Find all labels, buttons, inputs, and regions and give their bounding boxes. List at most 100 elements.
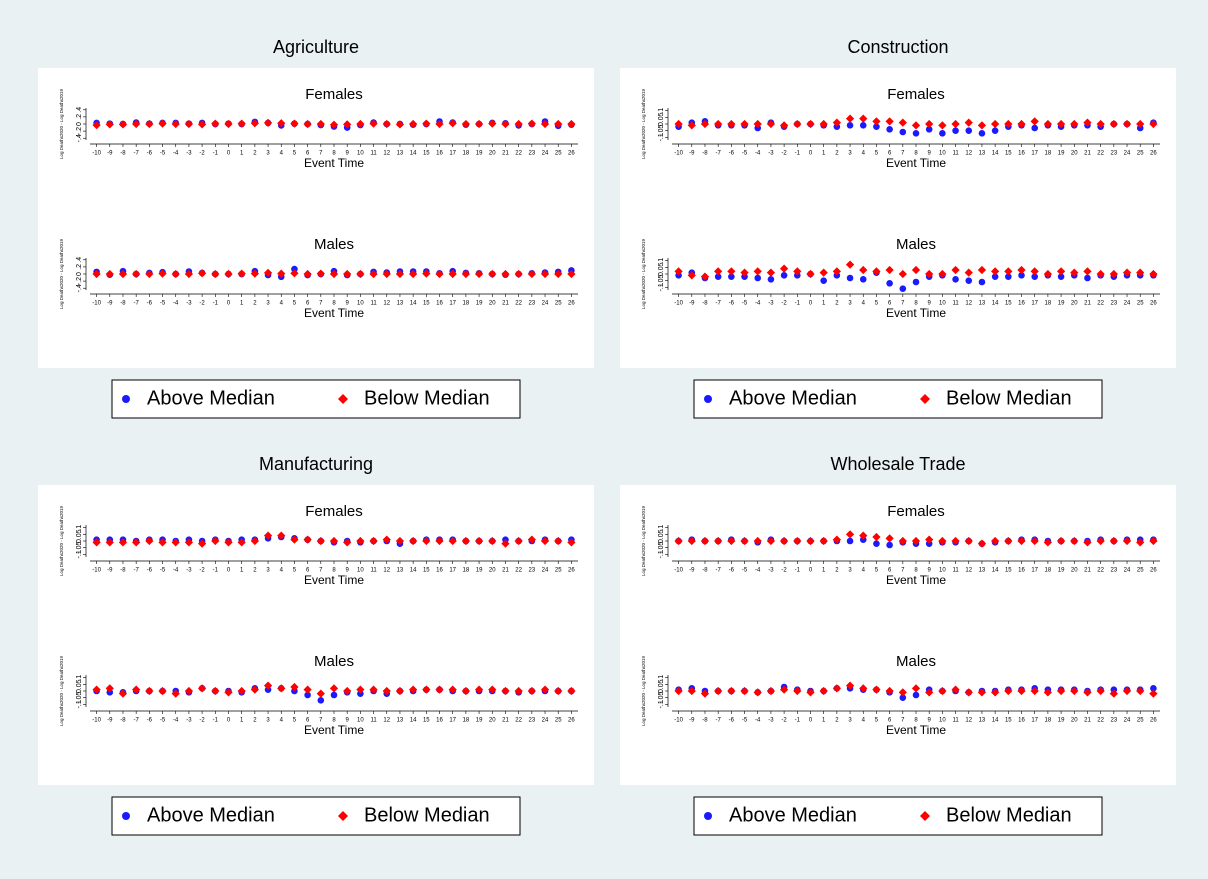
x-tick-label: 11 (952, 301, 959, 307)
data-point (1096, 119, 1105, 129)
x-tick-label: -4 (173, 568, 179, 574)
data-point (237, 538, 246, 547)
y-tick-label: -.1 (658, 700, 665, 708)
x-tick-label: 5 (875, 301, 879, 307)
data-point (978, 278, 986, 286)
data-point (409, 269, 418, 279)
y-tick-label: .2 (76, 114, 83, 120)
x-tick-label: 4 (280, 151, 284, 157)
x-tick-label: 9 (928, 301, 932, 307)
panel: Construction Females Log Deaths2020 - Log … (620, 37, 1176, 419)
y-tick-label: .4 (76, 107, 83, 113)
x-tick-label: 6 (888, 718, 892, 724)
data-point (885, 117, 894, 126)
y-tick-label: 0 (76, 272, 83, 276)
data-point (912, 691, 920, 699)
data-point (356, 119, 365, 129)
data-point (925, 269, 934, 279)
x-tick-label: -2 (781, 301, 787, 307)
y-tick-label: .2 (76, 264, 83, 270)
x-tick-label: 19 (476, 301, 483, 307)
data-point (158, 119, 167, 128)
data-point (964, 268, 973, 277)
data-point (316, 119, 325, 129)
data-point (1004, 267, 1013, 276)
x-tick-label: 3 (848, 718, 852, 724)
data-point (925, 126, 933, 133)
data-point (237, 119, 246, 128)
data-point (343, 120, 352, 129)
y-tick-label: .1 (658, 258, 665, 264)
data-point (263, 118, 273, 128)
data-point (118, 538, 128, 547)
legend-marker (338, 394, 348, 404)
x-tick-label: 24 (1124, 568, 1131, 574)
x-tick-label: -9 (107, 301, 113, 307)
data-point (197, 269, 207, 278)
x-tick-label: 3 (848, 301, 852, 307)
x-tick-label: 21 (502, 718, 509, 724)
legend-label: Above Median (147, 387, 275, 409)
x-tick-label: 26 (1150, 151, 1157, 157)
data-point (369, 269, 378, 279)
data-point (793, 536, 802, 546)
data-point (316, 269, 325, 278)
data-point (514, 686, 523, 696)
legend-marker (704, 395, 712, 403)
x-tick-label: 23 (1110, 568, 1117, 574)
x-tick-label: 9 (928, 151, 932, 157)
data-point (118, 269, 128, 279)
data-point (911, 684, 921, 693)
legend-box (693, 379, 1103, 419)
y-axis-label: Log Deaths2020 - Log Deaths2019 (59, 655, 64, 726)
data-point (184, 686, 194, 696)
x-tick-label: -1 (795, 301, 801, 307)
x-tick-label: 16 (436, 151, 443, 157)
x-tick-label: 22 (515, 718, 522, 724)
data-point (329, 684, 339, 693)
data-point (356, 685, 365, 694)
x-tick-label: 23 (528, 568, 535, 574)
x-tick-label: 3 (848, 151, 852, 157)
x-tick-label: 22 (515, 151, 522, 157)
data-point (952, 276, 959, 283)
x-tick-label: -9 (689, 301, 695, 307)
panel: Manufacturing Females Log Deaths2020 - Log… (38, 454, 594, 836)
x-tick-label: 23 (528, 718, 535, 724)
data-point (1109, 119, 1118, 129)
x-tick-label: 10 (939, 718, 946, 724)
data-point (197, 539, 207, 548)
x-tick-label: -4 (755, 301, 761, 307)
x-tick-label: 24 (1124, 151, 1131, 157)
x-tick-label: 3 (266, 151, 270, 157)
x-tick-label: 16 (436, 718, 443, 724)
data-point (832, 267, 841, 276)
x-tick-label: 2 (835, 568, 839, 574)
data-point (886, 126, 893, 133)
data-point (753, 536, 762, 546)
data-point (474, 685, 484, 694)
y-axis-label: Log Deaths2020 - Log Deaths2019 (641, 88, 646, 159)
x-tick-label: 22 (515, 301, 522, 307)
data-point (1136, 538, 1145, 547)
data-point (951, 265, 960, 275)
legend-box (693, 796, 1103, 836)
data-point (461, 536, 471, 546)
x-tick-label: 14 (410, 301, 417, 307)
x-tick-label: 25 (555, 151, 562, 157)
data-point (118, 689, 128, 698)
x-tick-label: -8 (120, 568, 126, 574)
data-point (501, 686, 510, 696)
x-tick-label: 21 (502, 301, 509, 307)
data-point (1136, 268, 1145, 277)
data-point (846, 122, 854, 129)
x-tick-label: -8 (702, 151, 708, 157)
data-point (1109, 689, 1118, 698)
data-point (554, 686, 563, 696)
x-tick-label: 18 (463, 151, 470, 157)
data-point (554, 536, 563, 546)
data-point (329, 536, 339, 546)
data-point (1136, 686, 1145, 696)
x-tick-label: 6 (888, 568, 892, 574)
data-point (898, 536, 907, 546)
